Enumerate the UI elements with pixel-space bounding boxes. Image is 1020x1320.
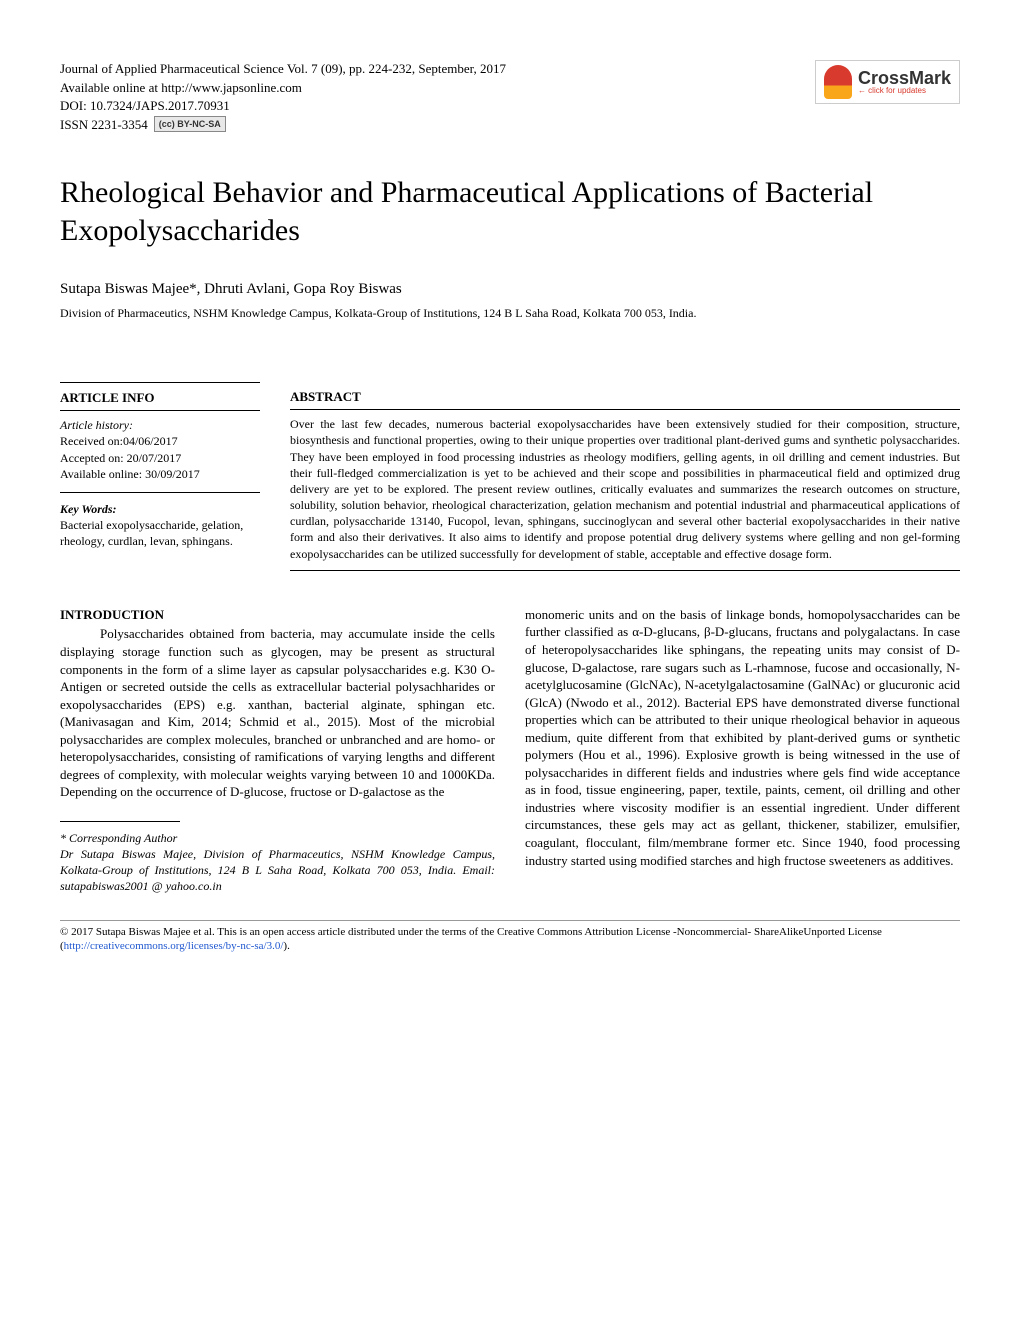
journal-doi: DOI: 10.7324/JAPS.2017.70931: [60, 97, 506, 115]
cc-license-badge[interactable]: (cc) BY-NC-SA: [154, 116, 226, 132]
introduction-head: INTRODUCTION: [60, 606, 495, 624]
license-link[interactable]: http://creativecommons.org/licenses/by-n…: [64, 940, 284, 952]
abstract-head: ABSTRACT: [290, 382, 960, 411]
crossmark-sublabel: ← click for updates: [858, 87, 951, 95]
header-block: Journal of Applied Pharmaceutical Scienc…: [60, 60, 960, 134]
license-footer: © 2017 Sutapa Biswas Majee et al. This i…: [60, 920, 960, 955]
journal-availability: Available online at http://www.japsonlin…: [60, 79, 506, 97]
affiliation: Division of Pharmaceutics, NSHM Knowledg…: [60, 305, 960, 321]
journal-citation: Journal of Applied Pharmaceutical Scienc…: [60, 60, 506, 78]
crossmark-button[interactable]: CrossMark ← click for updates: [815, 60, 960, 104]
journal-issn: ISSN 2231-3354: [60, 116, 148, 134]
received-date: Received on:04/06/2017: [60, 433, 260, 449]
footnote-separator: [60, 821, 180, 822]
history-label: Article history:: [60, 417, 260, 433]
info-abstract-row: ARTICLE INFO Article history: Received o…: [60, 382, 960, 571]
crossmark-label: CrossMark: [858, 69, 951, 87]
keywords-text: Bacterial exopolysaccharide, gelation, r…: [60, 517, 260, 549]
abstract-column: ABSTRACT Over the last few decades, nume…: [290, 382, 960, 571]
abstract-text: Over the last few decades, numerous bact…: [290, 416, 960, 571]
corresponding-text: Dr Sutapa Biswas Majee, Division of Phar…: [60, 847, 495, 893]
journal-meta: Journal of Applied Pharmaceutical Scienc…: [60, 60, 506, 134]
license-suffix: ).: [283, 940, 289, 952]
intro-paragraph-right: monomeric units and on the basis of link…: [525, 606, 960, 869]
intro-paragraph-left: Polysaccharides obtained from bacteria, …: [60, 625, 495, 800]
article-info-head: ARTICLE INFO: [60, 382, 260, 412]
corresponding-label: * Corresponding Author: [60, 831, 177, 845]
article-title: Rheological Behavior and Pharmaceutical …: [60, 174, 960, 249]
body-columns: INTRODUCTION Polysaccharides obtained fr…: [60, 606, 960, 895]
article-info-column: ARTICLE INFO Article history: Received o…: [60, 382, 260, 571]
accepted-date: Accepted on: 20/07/2017: [60, 450, 260, 466]
keywords-label: Key Words:: [60, 501, 260, 517]
crossmark-icon: [824, 65, 852, 99]
author-list: Sutapa Biswas Majee*, Dhruti Avlani, Gop…: [60, 279, 960, 299]
online-date: Available online: 30/09/2017: [60, 466, 260, 482]
